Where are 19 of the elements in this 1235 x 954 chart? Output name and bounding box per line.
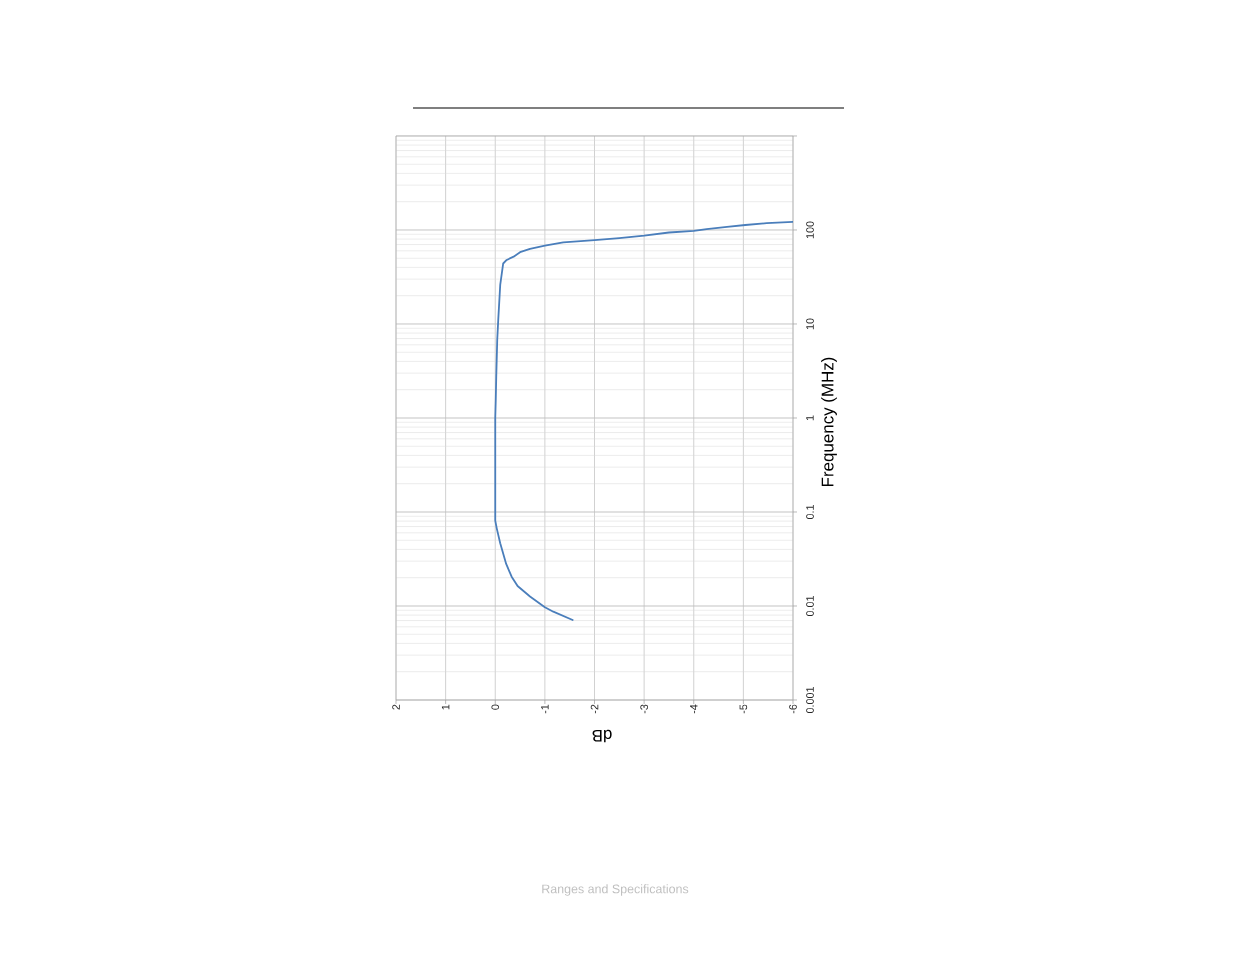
y-tick-label: 100	[806, 221, 814, 239]
x-axis-title: dB	[592, 729, 612, 743]
x-tick-label: 0	[491, 704, 500, 710]
x-tick-label: -5	[739, 704, 748, 714]
y-tick-label: 10	[806, 318, 814, 330]
y-tick-label: 0.01	[806, 596, 814, 617]
y-tick-label: 1	[806, 415, 814, 421]
x-tick-label: -4	[690, 704, 698, 714]
x-tick-label: 1	[441, 704, 450, 710]
x-tick-label: -6	[789, 704, 797, 714]
x-tick-label: 2	[392, 704, 400, 710]
x-tick-label: -3	[640, 704, 648, 714]
x-tick-label: -1	[541, 704, 549, 714]
y-axis-title: Frequency (MHz)	[821, 357, 837, 486]
text: Ranges and Specifications	[542, 884, 689, 896]
y-tick-label: 0.1	[806, 505, 814, 520]
x-tick-label: -2	[590, 704, 599, 714]
y-tick-label: 0.001	[806, 687, 814, 714]
line-series	[494, 220, 794, 621]
